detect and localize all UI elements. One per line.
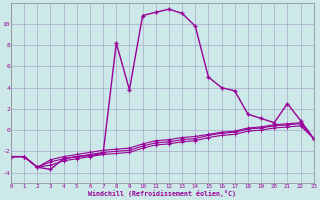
X-axis label: Windchill (Refroidissement éolien,°C): Windchill (Refroidissement éolien,°C) bbox=[88, 190, 236, 197]
